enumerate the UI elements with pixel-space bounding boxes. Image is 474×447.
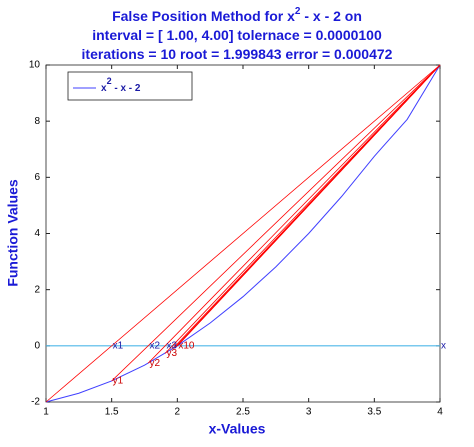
y-tick-label: 8 xyxy=(34,116,40,127)
secant-line xyxy=(176,64,441,347)
x-tick-label: 2 xyxy=(175,407,181,418)
secant-line xyxy=(45,64,441,403)
y-tick-label: -2 xyxy=(31,397,40,408)
title-part: - x - 2 on xyxy=(300,8,361,24)
x-axis-label: x-Values xyxy=(209,421,266,437)
chart-title: interval = [ 1.00, 4.00] tolernace = 0.0… xyxy=(92,27,382,43)
superscript: 2 xyxy=(295,6,301,17)
legend-box xyxy=(67,71,193,101)
annotation: y1 xyxy=(113,376,124,387)
x-tick-label: 1 xyxy=(43,407,49,418)
chart-title: iterations = 10 root = 1.999843 error = … xyxy=(82,46,393,62)
x-tick-label: 1.5 xyxy=(105,407,119,418)
y-tick-label: 0 xyxy=(34,340,40,351)
legend-entry: x2 - x - 2 xyxy=(101,76,141,93)
y-tick-label: 2 xyxy=(34,284,40,295)
annotation: y2 xyxy=(149,358,160,369)
y-tick-label: 6 xyxy=(34,172,40,183)
annotation: x3 xyxy=(167,340,178,351)
superscript: 2 xyxy=(107,76,112,86)
annotation: x2 xyxy=(149,340,160,351)
secant-line xyxy=(147,64,441,364)
annotation: y3 xyxy=(167,348,178,359)
y-tick-label: 4 xyxy=(34,228,40,239)
x-tick-label: 3.5 xyxy=(367,407,381,418)
title-part: iterations = 10 root = 1.999843 error = … xyxy=(82,46,393,62)
x-tick-label: 4 xyxy=(437,407,443,418)
y-axis-label: Function Values xyxy=(5,179,21,287)
title-part: interval = [ 1.00, 4.00] tolernace = 0.0… xyxy=(92,27,382,43)
x-tick-label: 2.5 xyxy=(236,407,250,418)
annotation: x1 xyxy=(113,340,124,351)
legend-part: x xyxy=(101,83,107,94)
y-tick-label: 10 xyxy=(29,60,41,71)
annotation: x xyxy=(441,340,446,351)
title-part: False Position Method for x xyxy=(112,8,295,24)
legend-part: - x - 2 xyxy=(112,83,141,94)
annotation: x10 xyxy=(178,340,195,351)
x-tick-label: 3 xyxy=(306,407,312,418)
chart-title: False Position Method for x2 - x - 2 on xyxy=(112,6,362,24)
secant-line xyxy=(111,64,441,382)
